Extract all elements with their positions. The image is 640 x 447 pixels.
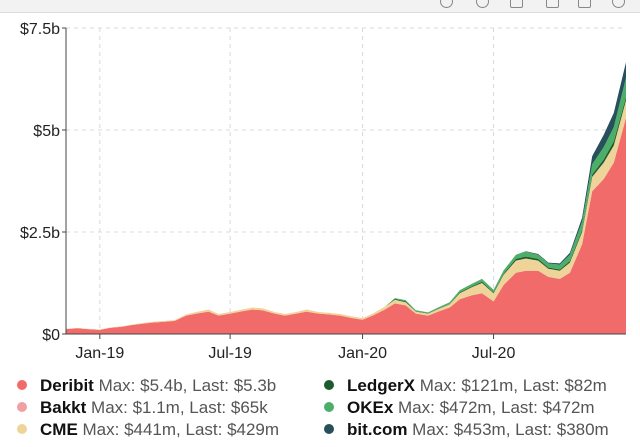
legend-item-okex[interactable]: OKEx Max: $472m, Last: $472m bbox=[324, 397, 595, 419]
toolbar-icon-2[interactable] bbox=[476, 0, 489, 8]
legend-series-stats: Max: $121m, Last: $82m bbox=[415, 376, 607, 395]
legend-series-name: CME bbox=[40, 420, 78, 439]
y-tick-label: $5b bbox=[33, 123, 60, 140]
legend-marker bbox=[324, 401, 334, 412]
y-tick-label: $2.5b bbox=[20, 225, 60, 242]
chart-legend: Deribit Max: $5.4b, Last: $5.3b Bakkt Max… bbox=[0, 374, 640, 447]
y-axis: $0 $2.5b $5b $7.5b bbox=[20, 21, 67, 344]
x-tick-label: Jul-20 bbox=[472, 345, 516, 362]
chart-grid bbox=[66, 27, 626, 334]
legend-series-stats: Max: $453m, Last: $380m bbox=[407, 420, 609, 439]
legend-series-name: bit.com bbox=[347, 420, 408, 439]
legend-series-name: Bakkt bbox=[40, 398, 87, 417]
toolbar-icon-4[interactable] bbox=[546, 0, 559, 8]
browser-toolbar bbox=[0, 0, 640, 13]
y-tick-label: $0 bbox=[42, 327, 60, 344]
toolbar-icon-1[interactable] bbox=[440, 0, 453, 8]
legend-series-stats: Max: $472m, Last: $472m bbox=[393, 398, 595, 417]
legend-marker bbox=[17, 401, 27, 412]
legend-series-name: LedgerX bbox=[347, 376, 416, 395]
legend-marker bbox=[17, 379, 27, 390]
legend-item-ledgerx[interactable]: LedgerX Max: $121m, Last: $82m bbox=[324, 375, 607, 397]
legend-marker bbox=[324, 423, 334, 434]
toolbar-icon-5[interactable] bbox=[578, 0, 591, 8]
y-tick-label: $7.5b bbox=[20, 21, 60, 38]
x-tick-label: Jul-19 bbox=[208, 345, 252, 362]
legend-marker bbox=[17, 423, 27, 434]
legend-marker bbox=[324, 379, 334, 390]
toolbar-icon-6[interactable] bbox=[612, 0, 625, 8]
legend-series-stats: Max: $5.4b, Last: $5.3b bbox=[93, 376, 277, 395]
x-tick-label: Jan-20 bbox=[338, 345, 387, 362]
area-series-deribit bbox=[66, 117, 626, 334]
legend-item-cme[interactable]: CME Max: $441m, Last: $429m bbox=[17, 419, 279, 441]
x-tick-label: Jan-19 bbox=[75, 345, 124, 362]
legend-series-stats: Max: $441m, Last: $429m bbox=[77, 420, 280, 439]
open-interest-chart: $0 $2.5b $5b $7.5b Jan-19 Jul-19 Jan-20 Jul-20 bbox=[20, 21, 626, 362]
legend-series-stats: Max: $1.1m, Last: $65k bbox=[86, 398, 268, 417]
legend-item-deribit[interactable]: Deribit Max: $5.4b, Last: $5.3b bbox=[17, 375, 276, 397]
chart-areas bbox=[66, 62, 626, 334]
legend-item-bit-com[interactable]: bit.com Max: $453m, Last: $380m bbox=[324, 419, 609, 441]
legend-item-bakkt[interactable]: Bakkt Max: $1.1m, Last: $65k bbox=[17, 397, 268, 419]
toolbar-icon-3[interactable] bbox=[510, 0, 523, 8]
legend-series-name: OKEx bbox=[347, 398, 394, 417]
legend-series-name: Deribit bbox=[40, 376, 94, 395]
x-axis: Jan-19 Jul-19 Jan-20 Jul-20 bbox=[66, 333, 626, 362]
